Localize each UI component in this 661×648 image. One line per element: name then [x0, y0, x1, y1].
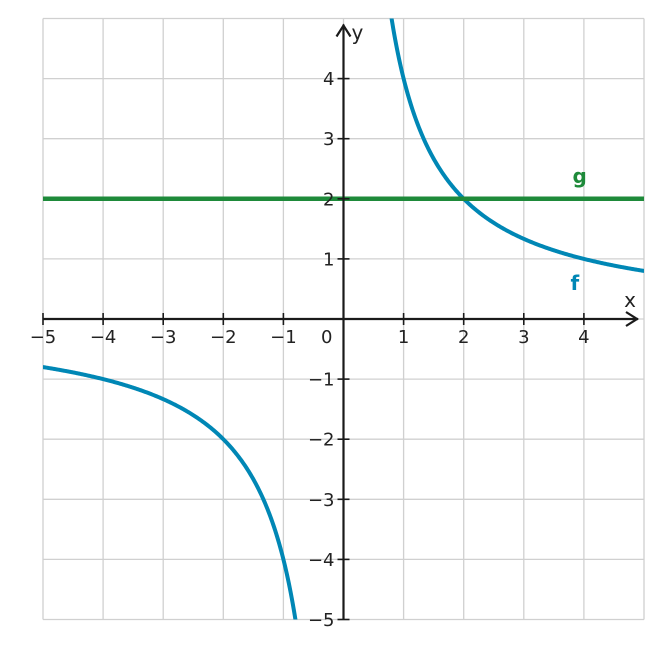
y-tick-label: −1 — [308, 370, 335, 391]
x-axis-arrow — [625, 311, 640, 327]
y-tick-label: 3 — [323, 129, 334, 150]
origin-label: 0 — [321, 327, 332, 348]
y-tick-label: 4 — [323, 69, 334, 90]
x-tick-label: 4 — [578, 327, 589, 348]
axes — [42, 23, 640, 621]
y-axis-arrow — [335, 23, 352, 38]
x-tick-label: 1 — [398, 327, 409, 348]
x-tick-label: −1 — [270, 327, 297, 348]
x-tick-label: −2 — [210, 327, 237, 348]
y-tick-label: −5 — [308, 610, 335, 631]
x-tick-label: 3 — [518, 327, 529, 348]
labels: −5 −4 −3 −2 −1 1 2 3 4 −5 −4 −3 −2 −1 1 2 3 4 0 x y f g — [30, 21, 636, 632]
x-axis-label: x — [624, 288, 636, 312]
x-tick-label: −5 — [30, 327, 57, 348]
y-tick-label: 1 — [323, 249, 334, 270]
y-tick-label: −3 — [308, 490, 335, 511]
series-label-f: f — [571, 271, 580, 295]
series-label-g: g — [573, 164, 587, 188]
y-tick-label: 2 — [323, 189, 334, 210]
y-tick-label: −4 — [308, 550, 335, 571]
y-axis-label: y — [352, 21, 364, 45]
x-tick-label: 2 — [458, 327, 469, 348]
x-tick-label: −3 — [150, 327, 177, 348]
x-tick-label: −4 — [90, 327, 117, 348]
series-f-branch-2 — [389, 18, 644, 273]
series-f-branch-1 — [43, 365, 298, 620]
y-tick-label: −2 — [308, 430, 335, 451]
